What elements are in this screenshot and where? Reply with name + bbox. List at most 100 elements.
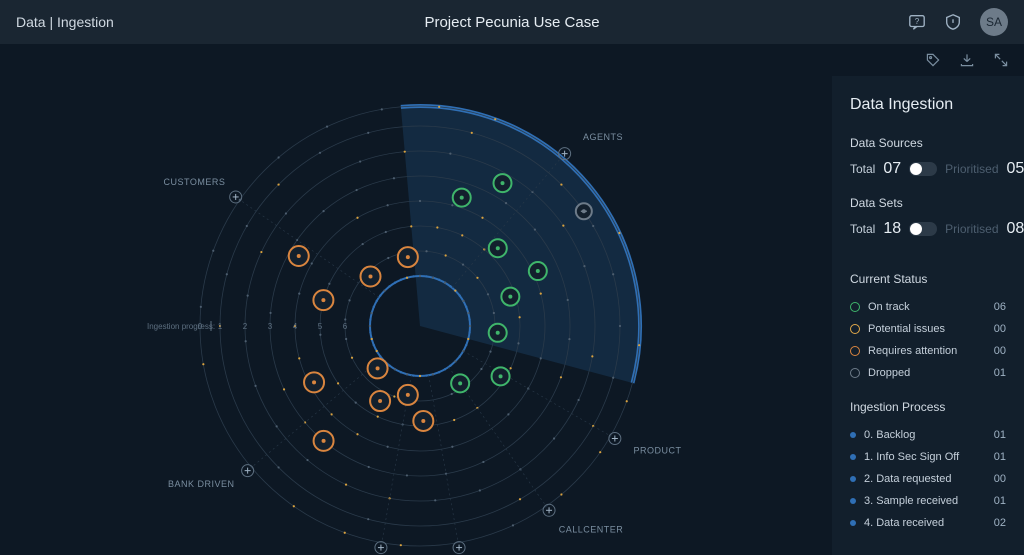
axis-tick: 3 bbox=[268, 322, 273, 331]
ingestion-process-label: Ingestion Process bbox=[850, 400, 1006, 414]
radar-node[interactable] bbox=[398, 247, 418, 267]
total-label: Total bbox=[850, 162, 875, 176]
axis-tick: 0 bbox=[198, 322, 203, 331]
status-label: Dropped bbox=[868, 367, 910, 379]
data-sources-label: Data Sources bbox=[850, 136, 1006, 150]
status-label: On track bbox=[868, 301, 910, 313]
radar-node[interactable] bbox=[289, 246, 309, 266]
radar-node[interactable] bbox=[494, 174, 512, 192]
status-dot-icon bbox=[850, 324, 860, 334]
radar-node[interactable] bbox=[370, 391, 390, 411]
total-value: 18 bbox=[883, 220, 901, 238]
process-dot-icon bbox=[850, 454, 856, 460]
breadcrumb[interactable]: Data | Ingestion bbox=[16, 14, 114, 30]
axis-tick: 4 bbox=[293, 322, 298, 331]
sector-plus-icon[interactable] bbox=[230, 191, 242, 203]
radar-node[interactable] bbox=[314, 431, 334, 451]
process-row[interactable]: 4. Data received 02 bbox=[850, 512, 1006, 534]
total-value: 07 bbox=[883, 160, 901, 178]
prioritised-value: 08 bbox=[1007, 220, 1024, 238]
process-list: 0. Backlog 01 1. Info Sec Sign Off 01 2. Dat… bbox=[850, 424, 1006, 534]
axis-tick: 5 bbox=[318, 322, 323, 331]
process-label: 0. Backlog bbox=[864, 429, 915, 441]
sector-plus-icon[interactable] bbox=[609, 433, 621, 445]
process-row[interactable]: 1. Info Sec Sign Off 01 bbox=[850, 446, 1006, 468]
radar-node[interactable] bbox=[451, 374, 469, 392]
status-dot-icon bbox=[850, 302, 860, 312]
radar-node[interactable] bbox=[413, 411, 433, 431]
sector-label: BANK DRIVEN bbox=[168, 479, 235, 489]
status-list: On track06Potential issues00Requires att… bbox=[850, 296, 1006, 384]
status-row[interactable]: On track 06 bbox=[850, 296, 1006, 318]
side-panel: Data Ingestion Data Sources Total 07 Pri… bbox=[832, 76, 1024, 555]
process-count: 02 bbox=[994, 517, 1006, 529]
process-dot-icon bbox=[850, 498, 856, 504]
process-label: 1. Info Sec Sign Off bbox=[864, 451, 959, 463]
expand-icon[interactable] bbox=[992, 51, 1010, 69]
svg-text:?: ? bbox=[915, 17, 920, 26]
process-dot-icon bbox=[850, 476, 856, 482]
toolbar bbox=[0, 44, 1024, 76]
status-count: 06 bbox=[994, 301, 1006, 313]
status-count: 01 bbox=[994, 367, 1006, 379]
status-label: Potential issues bbox=[868, 323, 945, 335]
process-label: 4. Data received bbox=[864, 517, 944, 529]
sector-plus-icon[interactable] bbox=[375, 542, 387, 554]
status-row[interactable]: Potential issues 00 bbox=[850, 318, 1006, 340]
status-count: 00 bbox=[994, 323, 1006, 335]
prioritised-value: 05 bbox=[1007, 160, 1024, 178]
status-count: 00 bbox=[994, 345, 1006, 357]
total-label: Total bbox=[850, 222, 875, 236]
sources-toggle[interactable] bbox=[909, 162, 937, 176]
side-panel-title: Data Ingestion bbox=[850, 96, 1006, 114]
process-dot-icon bbox=[850, 520, 856, 526]
download-icon[interactable] bbox=[958, 51, 976, 69]
process-dot-icon bbox=[850, 432, 856, 438]
data-sources-row: Total 07 Prioritised 05 bbox=[850, 160, 1006, 178]
sector-plus-icon[interactable] bbox=[543, 504, 555, 516]
sector-plus-icon[interactable] bbox=[453, 542, 465, 554]
radar-node[interactable] bbox=[501, 288, 519, 306]
top-bar: Data | Ingestion Project Pecunia Use Cas… bbox=[0, 0, 1024, 44]
status-row[interactable]: Dropped 01 bbox=[850, 362, 1006, 384]
radar-chart[interactable]: AGENTSCUSTOMERSBANK DRIVENEXTERNAL DATAW… bbox=[0, 76, 832, 555]
status-label: Requires attention bbox=[868, 345, 957, 357]
process-row[interactable]: 2. Data requested 00 bbox=[850, 468, 1006, 490]
avatar[interactable]: SA bbox=[980, 8, 1008, 36]
process-label: 2. Data requested bbox=[864, 473, 951, 485]
radar-node[interactable] bbox=[492, 367, 510, 385]
radar-node[interactable] bbox=[368, 358, 388, 378]
radar-node[interactable] bbox=[361, 267, 381, 287]
sector-label: PRODUCT bbox=[634, 446, 682, 456]
status-row[interactable]: Requires attention 00 bbox=[850, 340, 1006, 362]
tag-icon[interactable] bbox=[924, 51, 942, 69]
sets-toggle[interactable] bbox=[909, 222, 937, 236]
data-sets-label: Data Sets bbox=[850, 196, 1006, 210]
page-title: Project Pecunia Use Case bbox=[424, 14, 599, 31]
status-dot-icon bbox=[850, 368, 860, 378]
radar-node[interactable] bbox=[529, 262, 547, 280]
sector-label: CUSTOMERS bbox=[163, 177, 225, 187]
process-row[interactable]: 0. Backlog 01 bbox=[850, 424, 1006, 446]
help-icon[interactable]: ? bbox=[908, 13, 926, 31]
radar-node[interactable] bbox=[576, 203, 592, 219]
axis-tick: 2 bbox=[243, 322, 248, 331]
axis-tick: 1 bbox=[218, 322, 223, 331]
process-count: 01 bbox=[994, 429, 1006, 441]
radar-node[interactable] bbox=[398, 385, 418, 405]
process-label: 3. Sample received bbox=[864, 495, 958, 507]
axis-tick: 6 bbox=[343, 322, 348, 331]
process-row[interactable]: 3. Sample received01 bbox=[850, 490, 1006, 512]
sector-label: CALLCENTER bbox=[559, 525, 624, 535]
process-count: 00 bbox=[994, 473, 1006, 485]
radar-node[interactable] bbox=[313, 290, 333, 310]
shield-icon[interactable] bbox=[944, 13, 962, 31]
sector-plus-icon[interactable] bbox=[242, 465, 254, 477]
process-count: 01 bbox=[994, 451, 1006, 463]
radar-node[interactable] bbox=[304, 372, 324, 392]
current-status-label: Current Status bbox=[850, 272, 1006, 286]
radar-node[interactable] bbox=[453, 189, 471, 207]
data-sets-row: Total 18 Prioritised 08 bbox=[850, 220, 1006, 238]
radar-node[interactable] bbox=[489, 239, 507, 257]
radar-node[interactable] bbox=[489, 324, 507, 342]
